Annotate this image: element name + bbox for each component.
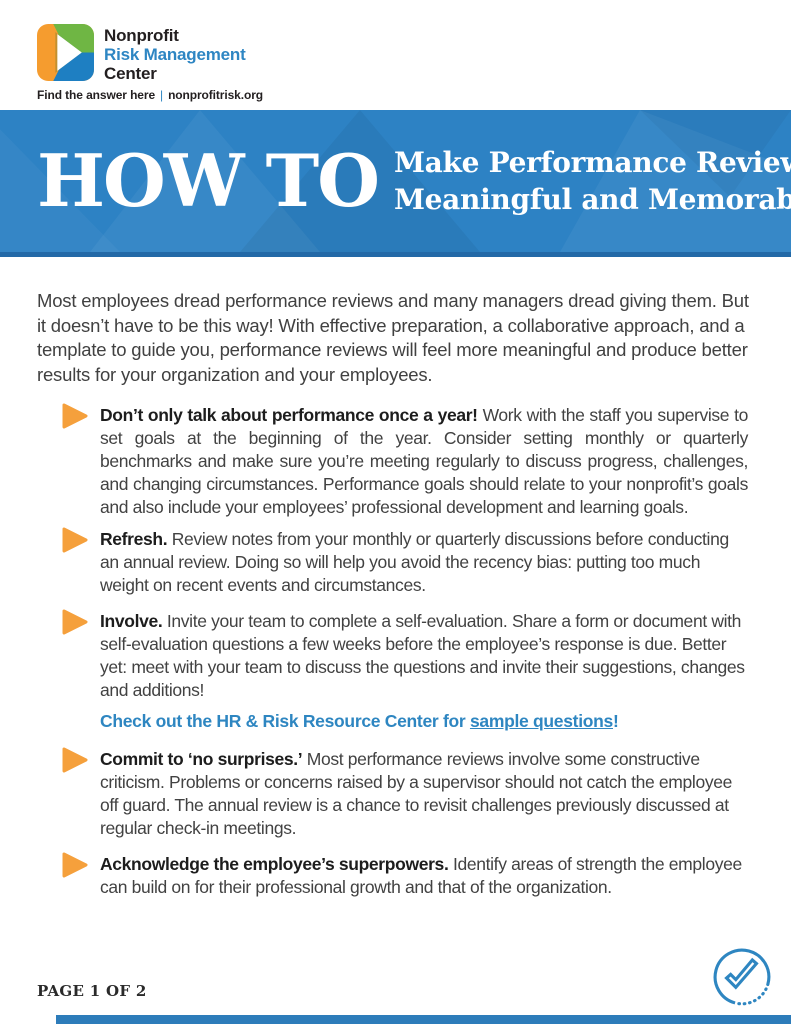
- brand-tagline: Find the answer here | nonprofitrisk.org: [37, 88, 263, 102]
- brand-block: Nonprofit Risk Management Center Find th…: [37, 24, 263, 102]
- header-title-line2: Meaningful and Memorable: [393, 183, 791, 216]
- bullet-arrow-icon: [62, 747, 88, 773]
- list-item: Don’t only talk about performance once a…: [62, 403, 752, 519]
- list-item-text: Acknowledge the employee’s superpowers. …: [100, 853, 748, 899]
- list-item: Commit to ‘no surprises.’ Most performan…: [62, 747, 752, 840]
- brand-name-line3: Center: [104, 64, 157, 83]
- header-title-line1: Make Performance Reviews: [393, 146, 791, 179]
- nrmc-logo-icon: [37, 24, 94, 81]
- list-item: Involve. Invite your team to complete a …: [62, 609, 752, 748]
- list-item-text: Refresh. Review notes from your monthly …: [100, 528, 748, 597]
- brand-name: Nonprofit Risk Management Center: [104, 24, 246, 83]
- header-band: HOW TO Make Performance Reviews Meaningf…: [0, 110, 791, 257]
- list-item-text: Commit to ‘no surprises.’ Most performan…: [100, 748, 748, 840]
- list-item-body: Work with the staff you supervise to set…: [100, 405, 748, 517]
- list-item-lead: Refresh.: [100, 529, 168, 549]
- resource-note: Check out the HR & Risk Resource Center …: [100, 710, 748, 733]
- list-item-body: Invite your team to complete a self-eval…: [100, 611, 745, 700]
- bullet-arrow-icon: [62, 527, 88, 553]
- list-item-lead: Involve.: [100, 611, 163, 631]
- list-item-body: Review notes from your monthly or quarte…: [100, 529, 729, 595]
- brand-name-line1: Nonprofit: [104, 26, 179, 45]
- header-kicker: HOW TO: [37, 138, 380, 223]
- list-item: Refresh. Review notes from your monthly …: [62, 527, 752, 597]
- check-circle-icon: [713, 948, 771, 1006]
- intro-paragraph: Most employees dread performance reviews…: [37, 290, 749, 385]
- header-facet-pattern: [0, 110, 791, 252]
- list-item: Acknowledge the employee’s superpowers. …: [62, 852, 752, 899]
- sample-questions-link[interactable]: sample questions: [469, 711, 613, 731]
- resource-note-suffix: !: [612, 711, 619, 731]
- bullet-arrow-icon: [62, 403, 88, 429]
- brand-name-line2: Risk Management: [104, 45, 246, 64]
- tagline-separator: |: [160, 88, 164, 102]
- tips-list: Don’t only talk about performance once a…: [62, 403, 752, 899]
- bullet-arrow-icon: [62, 609, 88, 635]
- list-item-lead: Don’t only talk about performance once a…: [100, 405, 478, 425]
- bullet-arrow-icon: [62, 852, 88, 878]
- header-title: Make Performance Reviews Meaningful and …: [394, 144, 791, 218]
- list-item-text: Don’t only talk about performance once a…: [100, 404, 748, 519]
- list-item-lead: Commit to ‘no surprises.’: [100, 749, 303, 769]
- tagline-text: Find the answer here: [37, 88, 156, 102]
- list-item-body: Most performance reviews involve some co…: [100, 749, 733, 838]
- list-item-text: Involve. Invite your team to complete a …: [100, 610, 748, 748]
- resource-note-prefix: Check out the HR & Risk Resource Center …: [100, 711, 470, 731]
- page-number-label: PAGE 1 OF 2: [37, 982, 147, 1000]
- brand-url: nonprofitrisk.org: [168, 88, 264, 102]
- footer-accent-bar: [56, 1015, 791, 1024]
- list-item-lead: Acknowledge the employee’s superpowers.: [100, 854, 449, 874]
- list-item-body: Identify areas of strength the employee …: [100, 854, 742, 897]
